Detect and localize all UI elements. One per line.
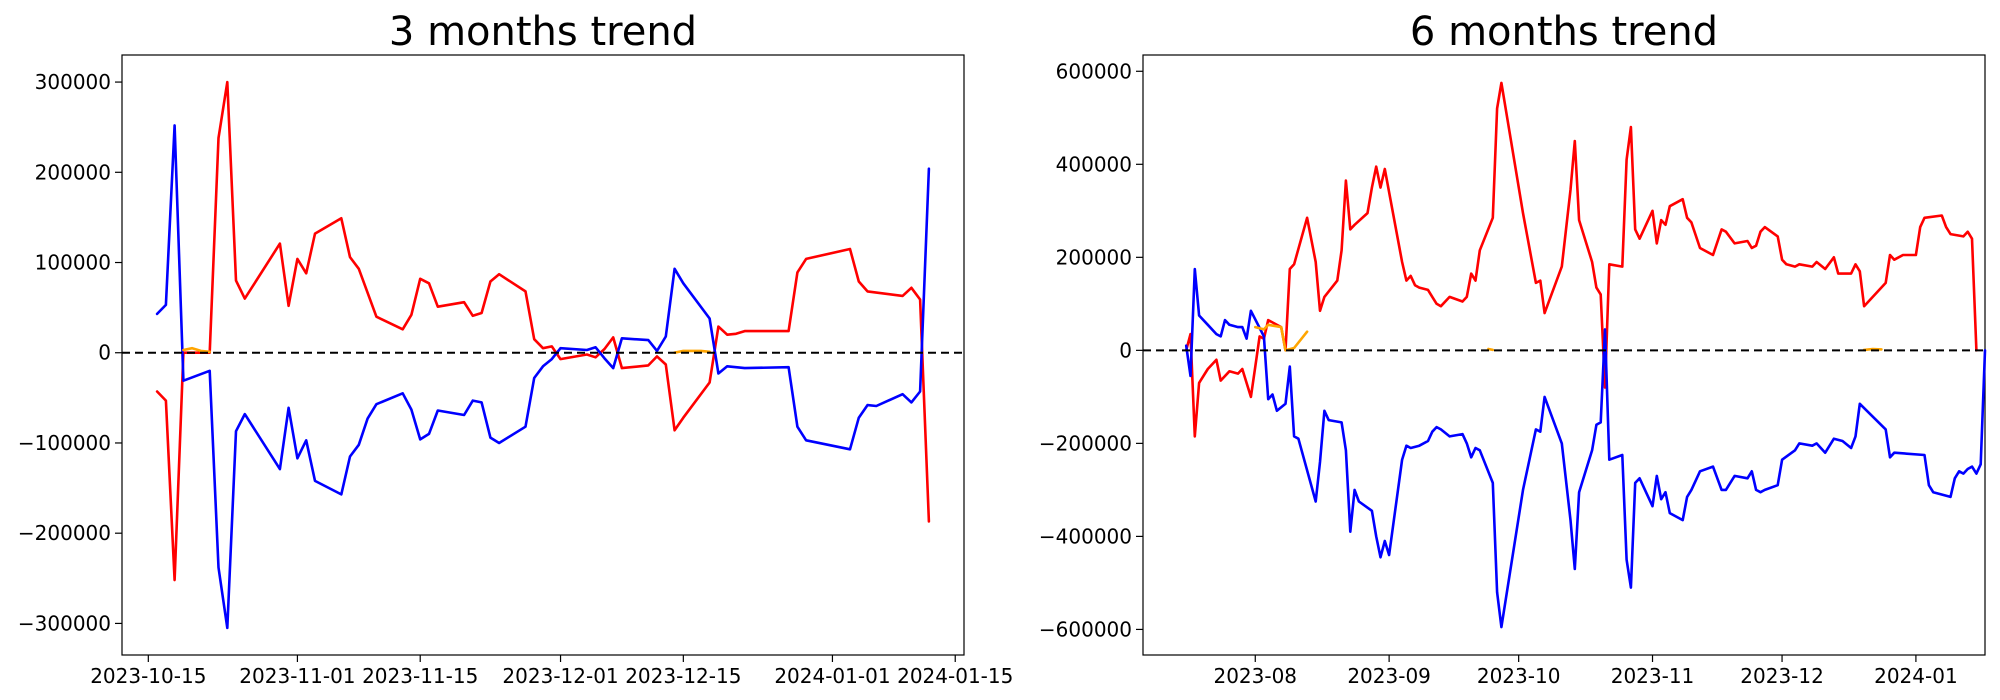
series-line xyxy=(673,349,711,355)
y-tick-label: 400000 xyxy=(1056,152,1132,176)
x-tick-label: 2023-08 xyxy=(1213,664,1297,688)
x-tick-label: 2024-01-01 xyxy=(774,664,890,688)
y-tick-label: −600000 xyxy=(1039,617,1132,641)
x-tick-label: 2023-10-15 xyxy=(90,664,206,688)
series-line xyxy=(1184,267,1987,629)
y-tick-label: 0 xyxy=(98,341,111,365)
series-line xyxy=(155,80,931,582)
chart-6-months: 6 months trend −600000 −400000 −200000 0 2000… xyxy=(1039,9,1987,688)
plot-area xyxy=(1142,54,1986,656)
series-line xyxy=(1862,347,1883,352)
chart-title: 3 months trend xyxy=(389,9,697,55)
x-tick-label: 2023-10 xyxy=(1477,664,1561,688)
x-tick-label: 2024-01 xyxy=(1874,664,1958,688)
y-tick-label: −300000 xyxy=(18,611,111,635)
x-tick-label: 2023-09 xyxy=(1347,664,1431,688)
x-tick-label: 2024-01-15 xyxy=(897,664,1013,688)
chart-title: 6 months trend xyxy=(1410,9,1718,55)
y-tick-label: 300000 xyxy=(35,70,111,94)
y-tick-label: 600000 xyxy=(1056,59,1132,83)
y-tick-label: 200000 xyxy=(1056,245,1132,269)
series-line xyxy=(182,346,211,354)
y-tick-label: −100000 xyxy=(18,431,111,455)
series-line xyxy=(1487,347,1495,352)
y-tick-label: −200000 xyxy=(18,521,111,545)
y-tick-label: 0 xyxy=(1119,338,1132,362)
series-line xyxy=(1254,323,1309,352)
chart-3-months: 3 months trend −300000 −200000 −100000 0 1000… xyxy=(18,9,1013,688)
x-tick-label: 2023-12-15 xyxy=(625,664,741,688)
x-tick-label: 2023-11-01 xyxy=(239,664,355,688)
y-tick-label: 200000 xyxy=(35,160,111,184)
x-tick-label: 2023-12 xyxy=(1740,664,1824,688)
y-tick-label: −400000 xyxy=(1039,524,1132,548)
series-line xyxy=(155,124,931,630)
y-tick-label: −200000 xyxy=(1039,431,1132,455)
y-tick-label: 100000 xyxy=(35,251,111,275)
series-line xyxy=(1184,81,1978,438)
x-tick-label: 2023-12-01 xyxy=(502,664,618,688)
x-tick-label: 2023-11-15 xyxy=(362,664,478,688)
x-tick-label: 2023-11 xyxy=(1611,664,1695,688)
plot-area xyxy=(121,54,965,656)
